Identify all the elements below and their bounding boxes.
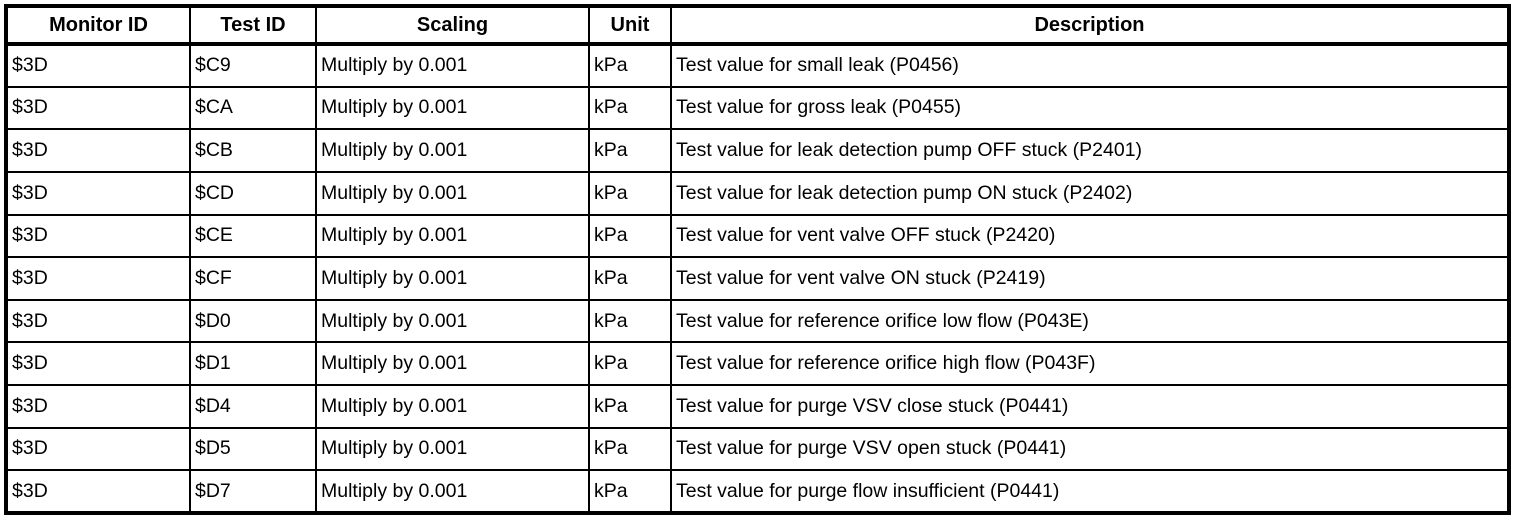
table-row: $3D $CE Multiply by 0.001 kPa Test value…	[5, 213, 1510, 259]
cell-description: Test value for leak detection pump OFF s…	[670, 128, 1510, 173]
cell-scaling: Multiply by 0.001	[315, 213, 590, 259]
cell-scaling: Multiply by 0.001	[315, 469, 590, 514]
cell-monitor-id: $3D	[5, 170, 191, 216]
cell-description: Test value for purge flow insufficient (…	[670, 469, 1510, 514]
cell-unit: kPa	[588, 43, 672, 88]
cell-monitor-id: $3D	[5, 426, 191, 472]
cell-scaling: Multiply by 0.001	[315, 85, 590, 131]
cell-monitor-id: $3D	[5, 384, 191, 429]
table-row: $3D $D0 Multiply by 0.001 kPa Test value…	[5, 298, 1510, 344]
cell-test-id: $D7	[189, 469, 317, 514]
cell-scaling: Multiply by 0.001	[315, 298, 590, 344]
table-row: $3D $D1 Multiply by 0.001 kPa Test value…	[5, 341, 1510, 386]
cell-monitor-id: $3D	[5, 85, 191, 131]
cell-monitor-id: $3D	[5, 298, 191, 344]
column-header-unit: Unit	[588, 5, 672, 46]
cell-description: Test value for vent valve OFF stuck (P24…	[670, 213, 1510, 259]
cell-test-id: $D1	[189, 341, 317, 386]
cell-unit: kPa	[588, 469, 672, 514]
header-row: Monitor ID Test ID Scaling Unit Descript…	[5, 5, 1510, 46]
column-header-test-id: Test ID	[189, 5, 317, 46]
table-body: $3D $C9 Multiply by 0.001 kPa Test value…	[5, 43, 1510, 514]
cell-description: Test value for vent valve ON stuck (P241…	[670, 256, 1510, 301]
column-header-description: Description	[670, 5, 1510, 46]
monitor-test-table: Monitor ID Test ID Scaling Unit Descript…	[4, 4, 1511, 515]
table-row: $3D $D4 Multiply by 0.001 kPa Test value…	[5, 384, 1510, 429]
cell-description: Test value for leak detection pump ON st…	[670, 170, 1510, 216]
cell-unit: kPa	[588, 256, 672, 301]
cell-test-id: $CF	[189, 256, 317, 301]
cell-scaling: Multiply by 0.001	[315, 43, 590, 88]
cell-unit: kPa	[588, 128, 672, 173]
cell-monitor-id: $3D	[5, 469, 191, 514]
cell-monitor-id: $3D	[5, 213, 191, 259]
cell-test-id: $CA	[189, 85, 317, 131]
table-row: $3D $D7 Multiply by 0.001 kPa Test value…	[5, 469, 1510, 514]
cell-description: Test value for gross leak (P0455)	[670, 85, 1510, 131]
cell-unit: kPa	[588, 426, 672, 472]
table-row: $3D $CF Multiply by 0.001 kPa Test value…	[5, 256, 1510, 301]
cell-monitor-id: $3D	[5, 256, 191, 301]
cell-description: Test value for reference orifice low flo…	[670, 298, 1510, 344]
cell-unit: kPa	[588, 384, 672, 429]
cell-scaling: Multiply by 0.001	[315, 384, 590, 429]
table-row: $3D $C9 Multiply by 0.001 kPa Test value…	[5, 43, 1510, 88]
cell-unit: kPa	[588, 85, 672, 131]
cell-scaling: Multiply by 0.001	[315, 170, 590, 216]
cell-unit: kPa	[588, 341, 672, 386]
cell-scaling: Multiply by 0.001	[315, 426, 590, 472]
cell-test-id: $D5	[189, 426, 317, 472]
cell-description: Test value for purge VSV close stuck (P0…	[670, 384, 1510, 429]
cell-monitor-id: $3D	[5, 43, 191, 88]
cell-monitor-id: $3D	[5, 128, 191, 173]
cell-test-id: $CD	[189, 170, 317, 216]
table-row: $3D $CB Multiply by 0.001 kPa Test value…	[5, 128, 1510, 173]
cell-monitor-id: $3D	[5, 341, 191, 386]
cell-description: Test value for small leak (P0456)	[670, 43, 1510, 88]
column-header-monitor-id: Monitor ID	[5, 5, 191, 46]
table-row: $3D $D5 Multiply by 0.001 kPa Test value…	[5, 426, 1510, 472]
cell-unit: kPa	[588, 170, 672, 216]
cell-scaling: Multiply by 0.001	[315, 341, 590, 386]
cell-test-id: $D4	[189, 384, 317, 429]
cell-unit: kPa	[588, 213, 672, 259]
table-row: $3D $CD Multiply by 0.001 kPa Test value…	[5, 170, 1510, 216]
cell-scaling: Multiply by 0.001	[315, 256, 590, 301]
cell-test-id: $C9	[189, 43, 317, 88]
cell-description: Test value for reference orifice high fl…	[670, 341, 1510, 386]
table-row: $3D $CA Multiply by 0.001 kPa Test value…	[5, 85, 1510, 131]
column-header-scaling: Scaling	[315, 5, 590, 46]
cell-test-id: $CB	[189, 128, 317, 173]
cell-description: Test value for purge VSV open stuck (P04…	[670, 426, 1510, 472]
cell-test-id: $D0	[189, 298, 317, 344]
cell-unit: kPa	[588, 298, 672, 344]
cell-test-id: $CE	[189, 213, 317, 259]
cell-scaling: Multiply by 0.001	[315, 128, 590, 173]
